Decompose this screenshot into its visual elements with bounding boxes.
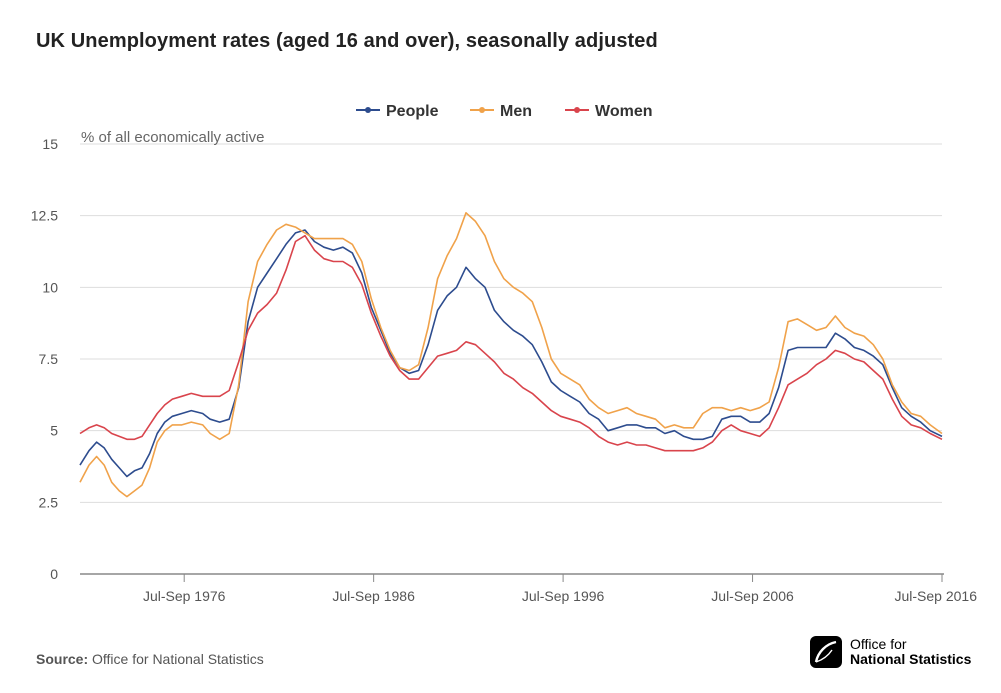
legend-item-women[interactable]: Women [565, 103, 652, 120]
x-tick-label: Jul-Sep 2006 [711, 588, 794, 604]
y-tick-label: 7.5 [39, 351, 59, 367]
legend: People Men Women [356, 103, 652, 120]
y-tick-label: 0 [50, 566, 58, 582]
y-axis-label: % of all economically active [81, 129, 264, 146]
y-tick-label: 5 [50, 423, 58, 439]
legend-label-women: Women [595, 103, 652, 120]
source-text: Office for National Statistics [92, 651, 264, 667]
legend-label-people: People [386, 103, 439, 120]
y-gridlines [80, 143, 942, 503]
ons-logo-text: Office for National Statistics [850, 637, 971, 667]
legend-marker-women [574, 107, 580, 113]
x-tick-label: Jul-Sep 1976 [143, 588, 226, 604]
y-tick-label: 12.5 [31, 208, 58, 224]
source-note: Source: Office for National Statistics [36, 651, 264, 667]
y-tick-label: 10 [42, 279, 58, 295]
ons-logo-line1: Office for [850, 636, 907, 652]
legend-label-men: Men [500, 103, 532, 120]
series-line-women[interactable] [79, 234, 943, 452]
legend-marker-people [365, 107, 371, 113]
ons-logo[interactable]: Office for National Statistics [810, 636, 971, 668]
series-line-people[interactable] [79, 229, 943, 478]
y-axis-tick-labels: 0 2.5 5 7.5 10 12.5 15 [31, 136, 58, 582]
x-tick-label: Jul-Sep 1986 [332, 588, 415, 604]
y-tick-label: 15 [42, 136, 58, 152]
x-tick-label: Jul-Sep 1996 [522, 588, 605, 604]
x-tick-label: Jul-Sep 2016 [894, 588, 977, 604]
y-tick-label: 2.5 [39, 494, 59, 510]
legend-item-people[interactable]: People [356, 103, 439, 120]
ons-logo-line2: National Statistics [850, 651, 972, 667]
chart-title: UK Unemployment rates (aged 16 and over)… [36, 30, 658, 52]
source-label: Source: [36, 651, 89, 667]
legend-marker-men [479, 107, 485, 113]
ons-logo-icon [810, 636, 842, 668]
series-line-men[interactable] [79, 212, 943, 498]
series-lines [79, 212, 943, 498]
legend-item-men[interactable]: Men [470, 103, 532, 120]
x-axis-ticks: Jul-Sep 1976 Jul-Sep 1986 Jul-Sep 1996 Jul-… [143, 574, 977, 604]
